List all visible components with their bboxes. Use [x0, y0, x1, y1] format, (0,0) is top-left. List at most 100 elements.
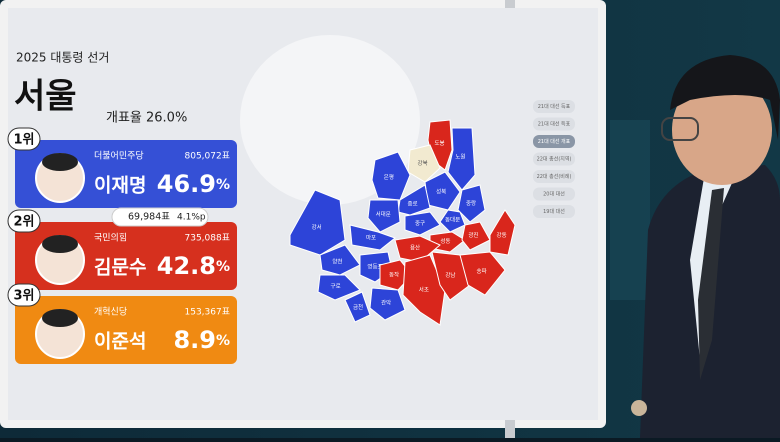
district-label: 중구	[415, 220, 425, 227]
rank: 2위	[13, 215, 34, 230]
city-light	[610, 120, 650, 300]
district	[439, 209, 466, 233]
menu-label: 19대 대선	[543, 208, 565, 215]
menu-button[interactable]	[533, 187, 575, 201]
district	[394, 235, 441, 263]
rank-badge	[7, 283, 41, 307]
percent: 42.8	[157, 252, 216, 280]
district-label: 중랑	[466, 200, 476, 207]
photo-hair	[42, 309, 78, 327]
district	[319, 244, 361, 276]
district-label: 송파	[477, 267, 487, 275]
district	[402, 254, 446, 326]
district	[461, 221, 491, 251]
presenter	[631, 55, 780, 438]
votes: 153,367표	[185, 308, 231, 318]
district	[489, 209, 516, 256]
percent-sign: %	[216, 177, 230, 193]
district-label: 강동	[497, 232, 507, 239]
rank: 3위	[13, 289, 34, 304]
menu-label: 20대 대선	[543, 191, 565, 198]
percent-sign: %	[216, 333, 230, 349]
percent-sign: %	[216, 259, 230, 275]
district-label: 도봉	[434, 140, 444, 147]
photo-hair	[42, 235, 78, 253]
district	[289, 189, 346, 256]
tie	[698, 188, 724, 380]
party: 국민의힘	[94, 233, 127, 244]
district-label: 성동	[440, 237, 450, 245]
menu-label: 21대 대선 개표	[538, 138, 571, 145]
hand	[631, 400, 647, 416]
district-label: 강남	[445, 271, 455, 279]
district-label: 성북	[436, 188, 446, 196]
district-label: 용산	[410, 244, 420, 252]
menu-label: 21대 대선 득표	[538, 103, 571, 110]
votes: 805,072표	[185, 152, 231, 162]
menu-button[interactable]	[533, 100, 575, 113]
menu-button[interactable]	[533, 152, 575, 166]
gap-badge: 69,984표 4.1%p	[111, 207, 209, 227]
district-label: 관악	[381, 299, 391, 307]
rank-badge	[7, 127, 41, 151]
district	[369, 287, 406, 321]
district-label: 구로	[331, 283, 341, 290]
district-label: 광진	[468, 231, 478, 239]
subtitle: 2025 대통령 선거	[16, 51, 109, 65]
district-label: 양천	[332, 258, 342, 266]
votes: 735,088표	[185, 234, 231, 244]
district-label: 강서	[312, 223, 322, 231]
percent-text: 8.9%	[173, 326, 230, 354]
region: 서울	[14, 77, 77, 117]
face	[672, 75, 772, 185]
menu: 21대 대선 득표 21대 대선 득표 21대 대선 개표 22대 총선(지역) 22대…	[533, 100, 575, 218]
menu-label: 22대 총선(지역)	[537, 156, 572, 163]
district-label: 동작	[389, 272, 399, 279]
district-label: 은평	[384, 174, 394, 181]
party: 개혁신당	[94, 307, 127, 318]
district	[457, 184, 486, 223]
percent: 46.9	[157, 170, 216, 198]
menu-button[interactable]	[533, 117, 575, 131]
district	[407, 144, 441, 183]
gap-votes: 69,984표	[128, 212, 170, 223]
menu-button[interactable]	[533, 205, 575, 218]
district-label: 노원	[455, 153, 465, 161]
percent-text: 42.8%	[157, 252, 230, 280]
district	[349, 224, 397, 251]
district	[459, 251, 506, 296]
photo-hair	[42, 153, 78, 171]
menu-label: 22대 총선(비례)	[537, 173, 572, 180]
glasses	[661, 117, 699, 141]
menu-button[interactable]	[533, 135, 575, 148]
name: 이준석	[94, 331, 146, 353]
percent: 8.9	[173, 326, 216, 354]
district	[367, 199, 401, 233]
district	[404, 211, 441, 236]
name: 이재명	[94, 175, 146, 197]
percent-text: 46.9%	[157, 170, 230, 198]
gap-bg	[111, 207, 209, 227]
district	[431, 251, 471, 301]
count-rate: 개표율 26.0%	[106, 111, 187, 126]
district-label: 금천	[353, 303, 363, 311]
rank: 1위	[13, 133, 34, 148]
rank-badge	[7, 209, 41, 233]
menu-button[interactable]	[533, 170, 575, 183]
district-label: 마포	[366, 234, 376, 242]
district	[317, 274, 361, 301]
district-label: 동대문	[445, 216, 460, 224]
hair	[670, 55, 780, 140]
district-label: 영등포	[367, 262, 382, 270]
gap-percent: 4.1%p	[177, 213, 206, 223]
district-label: 강북	[418, 160, 428, 167]
district-label: 서대문	[376, 210, 391, 218]
district-label: 종로	[408, 201, 418, 208]
district-label: 서초	[419, 285, 429, 293]
name: 김문수	[94, 257, 146, 279]
party: 더불어민주당	[94, 151, 144, 162]
menu-label: 21대 대선 득표	[538, 121, 571, 128]
